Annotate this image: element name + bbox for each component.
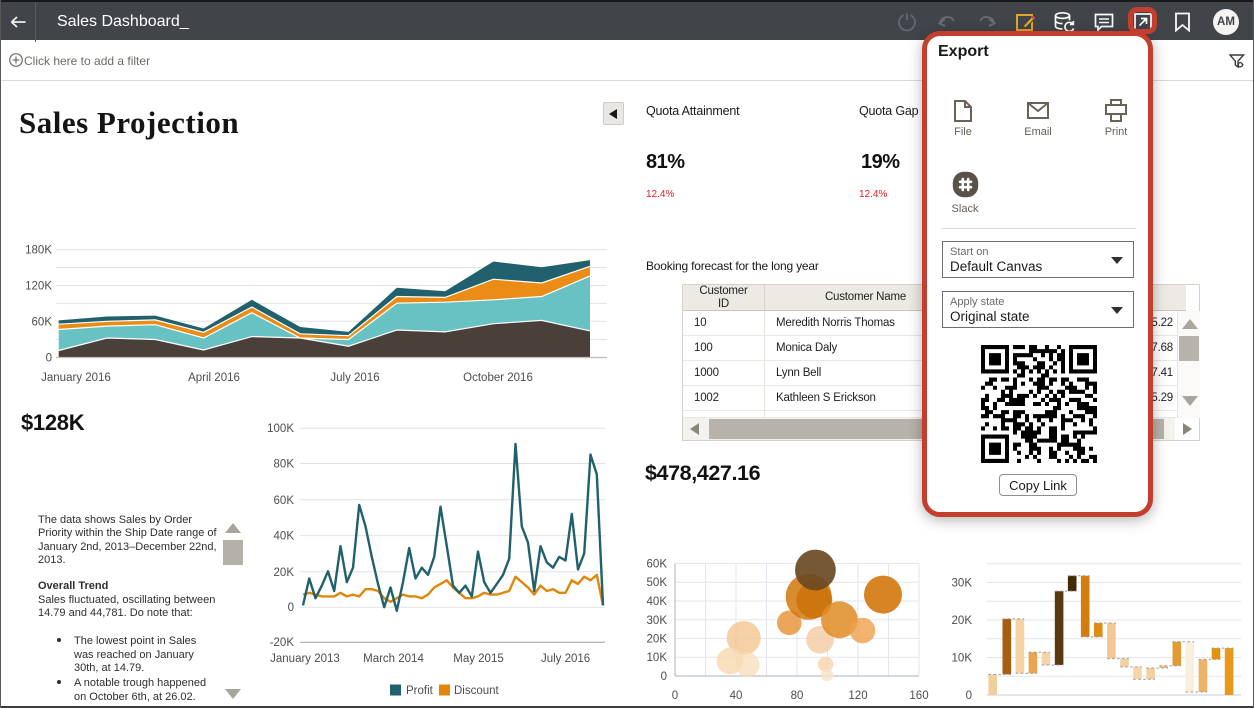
svg-text:80K: 80K — [274, 459, 295, 471]
svg-text:0: 0 — [46, 353, 52, 365]
svg-text:October 2016: October 2016 — [463, 372, 533, 384]
svg-text:20K: 20K — [274, 567, 295, 579]
svg-text:30K: 30K — [647, 615, 668, 627]
svg-text:April 2016: April 2016 — [188, 372, 240, 384]
svg-text:-20K: -20K — [270, 637, 295, 649]
svg-text:10K: 10K — [647, 652, 668, 664]
svg-text:March 2014: March 2014 — [363, 653, 424, 665]
svg-text:80: 80 — [791, 690, 804, 702]
svg-text:10K: 10K — [952, 653, 973, 665]
svg-text:20K: 20K — [647, 634, 668, 646]
svg-text:20K: 20K — [952, 615, 973, 627]
svg-text:0: 0 — [672, 690, 678, 702]
svg-text:0: 0 — [288, 602, 294, 614]
svg-text:0: 0 — [966, 690, 972, 702]
svg-text:180K: 180K — [25, 245, 52, 257]
svg-text:60K: 60K — [274, 495, 295, 507]
svg-text:May 2015: May 2015 — [453, 653, 504, 665]
svg-text:July 2016: July 2016 — [541, 653, 590, 665]
svg-text:40K: 40K — [647, 596, 668, 608]
svg-text:60K: 60K — [32, 316, 53, 328]
svg-text:Profit: Profit — [406, 685, 434, 697]
svg-text:30K: 30K — [952, 578, 973, 590]
svg-text:40: 40 — [730, 690, 743, 702]
svg-text:120K: 120K — [25, 281, 52, 293]
svg-text:100K: 100K — [267, 423, 294, 435]
svg-text:120: 120 — [848, 690, 867, 702]
svg-text:50K: 50K — [647, 577, 668, 589]
svg-text:160: 160 — [909, 690, 928, 702]
svg-text:July 2016: July 2016 — [330, 372, 379, 384]
svg-text:January 2013: January 2013 — [270, 653, 340, 665]
svg-text:60K: 60K — [647, 559, 668, 571]
svg-text:January 2016: January 2016 — [41, 372, 111, 384]
svg-text:Discount: Discount — [454, 685, 500, 697]
svg-text:40K: 40K — [274, 531, 295, 543]
svg-text:0: 0 — [661, 671, 667, 683]
